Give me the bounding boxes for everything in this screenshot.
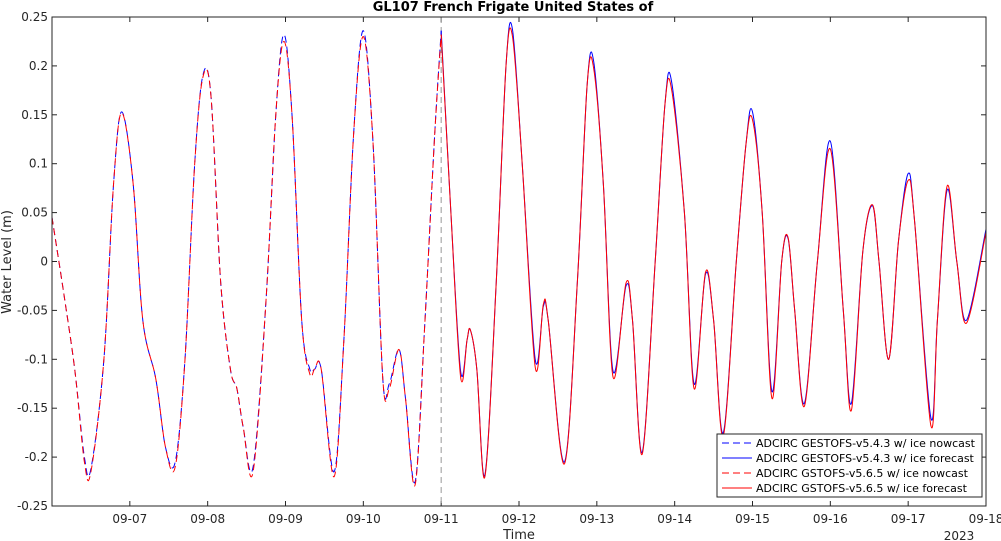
x-tick-label: 09-11	[424, 512, 459, 526]
y-tick-label: 0.1	[29, 157, 48, 171]
legend-label-3: ADCIRC GSTOFS-v5.6.5 w/ ice forecast	[756, 482, 968, 495]
y-tick-label: -0.1	[25, 352, 48, 366]
x-axis: 09-07 09-08 09-09 09-10 09-11 09-12 09-13 09-14…	[112, 17, 1001, 526]
x-tick-label: 09-10	[346, 512, 381, 526]
legend-box	[716, 433, 983, 498]
x-axis-year-label: 2023	[944, 529, 975, 541]
x-tick-label: 09-07	[112, 512, 147, 526]
legend: ADCIRC GESTOFS-v5.4.3 w/ ice nowcast ADCI…	[716, 433, 983, 498]
y-tick-label: -0.05	[17, 303, 48, 317]
y-tick-label: -0.25	[17, 499, 48, 513]
y-axis: -0.25 -0.2 -0.15 -0.1 -0.05 0 0.05 0.1 0.15 0.2 0.…	[17, 10, 986, 513]
series-line-2	[51, 34, 442, 487]
legend-label-0: ADCIRC GESTOFS-v5.4.3 w/ ice nowcast	[756, 437, 976, 450]
y-tick-label: 0.15	[21, 108, 48, 122]
y-axis-label: Water Level (m)	[0, 210, 15, 314]
x-tick-label: 09-08	[190, 512, 225, 526]
series-line-3	[440, 27, 987, 479]
plot-frame	[51, 16, 987, 507]
legend-label-1: ADCIRC GESTOFS-v5.4.3 w/ ice forecast	[756, 452, 975, 465]
x-axis-label: Time	[502, 528, 535, 541]
y-tick-label: 0	[40, 255, 48, 269]
y-tick-label: -0.2	[25, 450, 48, 464]
x-tick-label: 09-17	[891, 512, 926, 526]
x-tick-label: 09-16	[813, 512, 848, 526]
y-tick-label: -0.15	[17, 401, 48, 415]
y-tick-label: 0.05	[21, 206, 48, 220]
chart-title: GL107 French Frigate United States of	[373, 0, 654, 15]
legend-label-2: ADCIRC GSTOFS-v5.6.5 w/ ice nowcast	[756, 467, 969, 480]
x-tick-label: 09-13	[579, 512, 614, 526]
x-tick-label: 09-18	[969, 512, 1001, 526]
series-group	[51, 22, 987, 487]
y-tick-label: 0.2	[29, 59, 48, 73]
x-tick-label: 09-12	[502, 512, 537, 526]
x-tick-label: 09-09	[268, 512, 303, 526]
x-tick-label: 09-15	[735, 512, 770, 526]
x-tick-label: 09-14	[657, 512, 692, 526]
y-tick-label: 0.25	[21, 10, 48, 24]
plot-area	[52, 17, 986, 506]
